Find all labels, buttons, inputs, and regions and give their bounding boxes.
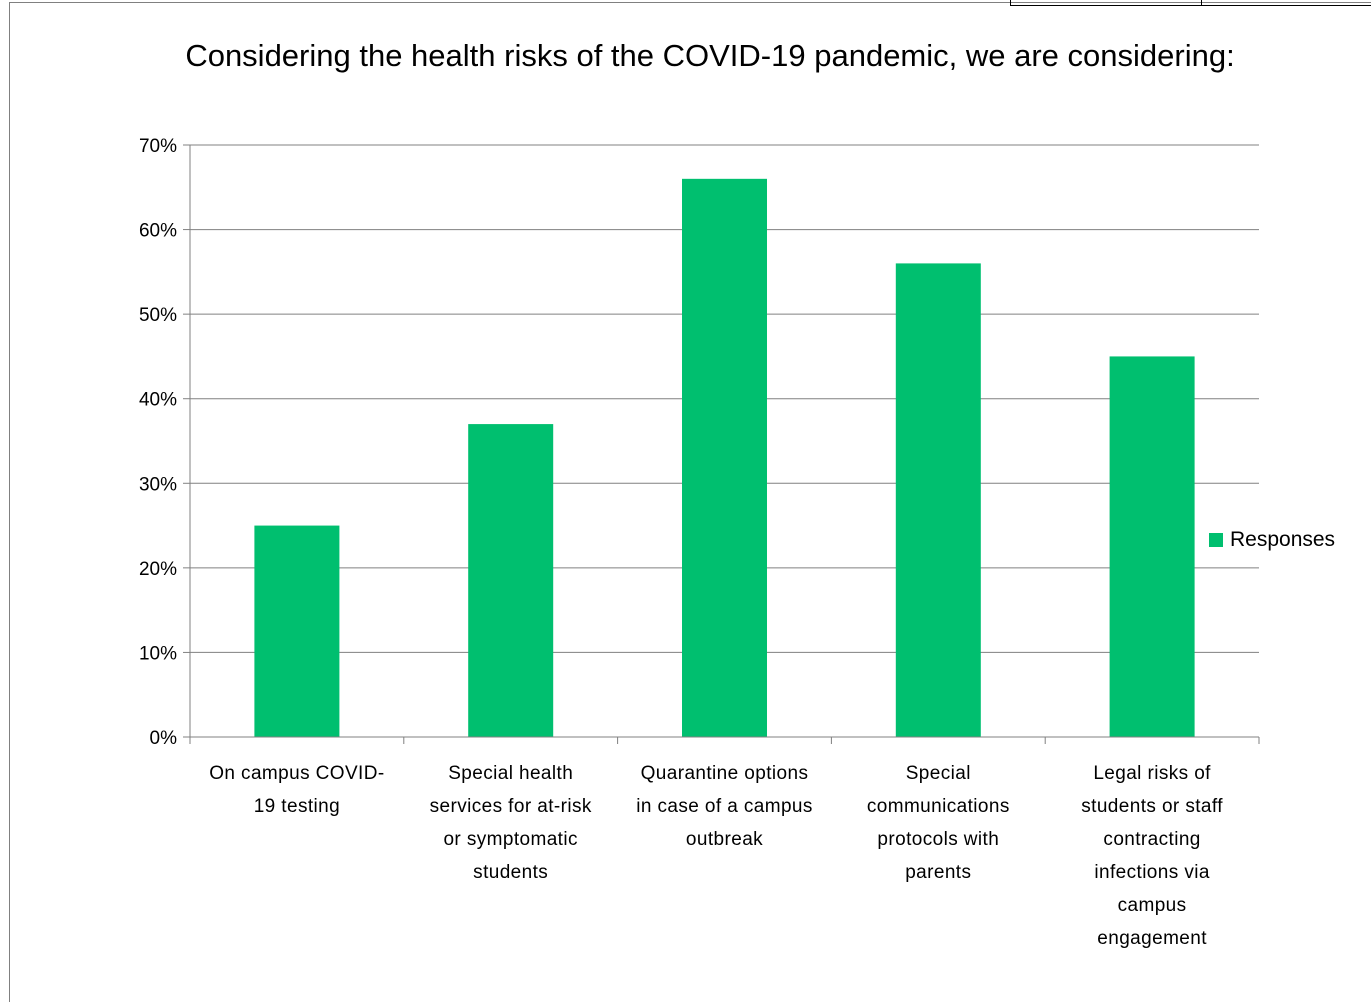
x-tick-label: Special health services for at-risk or sym… [406, 757, 616, 889]
x-tick-label-line: parents [905, 862, 972, 883]
x-tick-label-line: On campus COVID- [209, 763, 385, 784]
x-tick-label-line: Special health [448, 763, 574, 784]
y-tick-label: 40% [139, 390, 177, 411]
chart-title: Considering the health risks of the COVI… [185, 38, 1235, 73]
y-tick-label: 20% [139, 559, 177, 580]
x-tick-label-line: campus [1117, 895, 1187, 916]
legend: Responses [1209, 528, 1335, 552]
x-tick-label: Quarantine options in case of a campus out… [620, 757, 830, 856]
y-tick-label: 60% [139, 221, 177, 242]
x-tick-label-line: outbreak [685, 829, 764, 850]
x-tick-label-line: in case of a campus [636, 796, 813, 817]
bar [895, 263, 981, 737]
x-tick-label-line: Special [905, 763, 971, 784]
x-tick-label-line: 19 testing [253, 796, 341, 817]
top-corner-box [1010, 0, 1371, 6]
x-tick-label-line: Quarantine options [640, 763, 809, 784]
x-tick-label: Legal risks of students or staff contracti… [1047, 757, 1257, 955]
x-tick-label-line: Legal risks of [1093, 763, 1211, 784]
y-tick-label: 30% [139, 474, 177, 495]
x-tick-label-line: services for at-risk [429, 796, 592, 817]
x-tick-label: On campus COVID- 19 testing [192, 757, 402, 823]
y-tick-label: 0% [150, 728, 178, 749]
legend-label: Responses [1230, 528, 1336, 551]
bar-chart: 0% 10% 20% 30% 40% 50% 60% 70% [139, 136, 1260, 749]
x-tick-label-line: or symptomatic [443, 829, 578, 850]
top-corner-divider [1201, 0, 1202, 6]
x-tick-label-line: protocols with [877, 829, 1000, 850]
x-tick-label-line: students or staff [1081, 796, 1223, 817]
x-tick-label-line: communications [866, 796, 1010, 817]
bar [1109, 356, 1195, 737]
bar [254, 525, 340, 737]
x-tick-label-line: contracting [1103, 829, 1201, 850]
x-tick-label-line: engagement [1097, 928, 1207, 949]
x-tick-label: Special communications protocols with paren… [833, 757, 1043, 889]
x-tick-label-line: infections via [1094, 862, 1210, 883]
y-tick-label: 50% [139, 305, 177, 326]
legend-swatch [1209, 533, 1223, 547]
x-tick-label-line: students [473, 862, 549, 883]
bar [682, 178, 767, 738]
bar [468, 424, 554, 737]
y-tick-label: 10% [139, 643, 177, 664]
chart-frame [9, 2, 1371, 1002]
y-tick-label: 70% [139, 136, 177, 157]
